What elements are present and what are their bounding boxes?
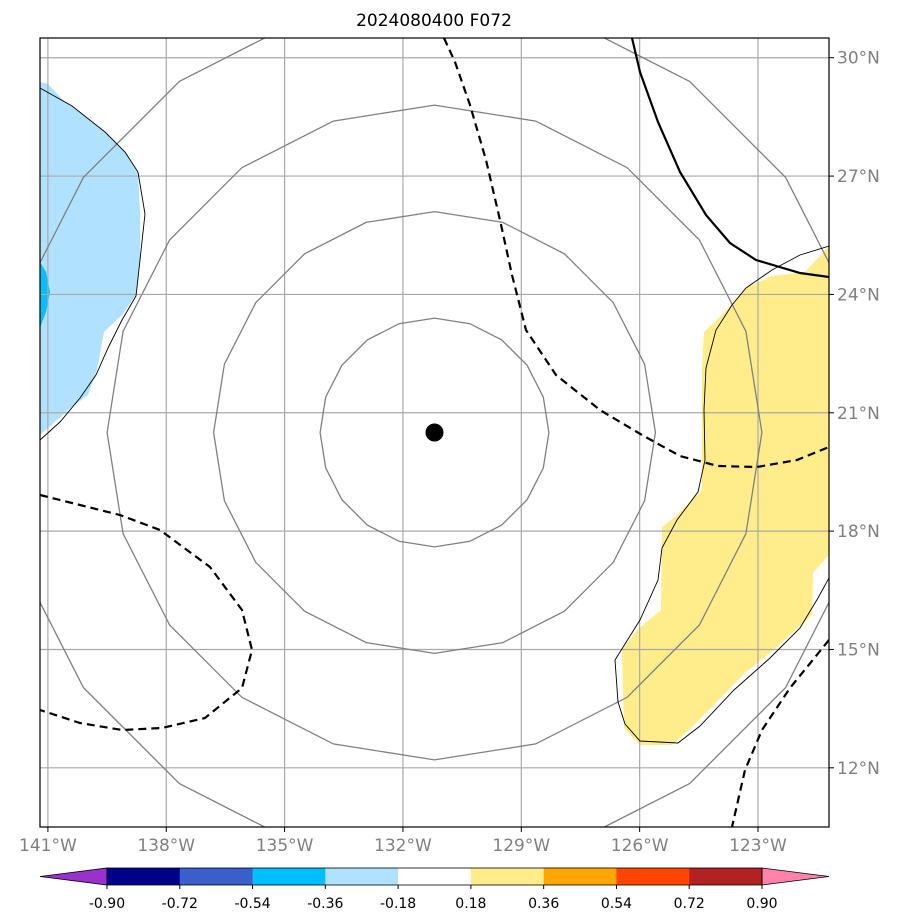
colorbar-tick-label: 0.90 xyxy=(746,896,777,912)
map-area xyxy=(40,38,829,827)
thin-contours xyxy=(40,87,829,744)
lon-tick-label: 138°W xyxy=(137,836,195,856)
colorbar-tick-label: -0.90 xyxy=(89,896,125,912)
colorbar-segment xyxy=(325,868,399,885)
storm-center-marker xyxy=(425,423,444,442)
range-ring xyxy=(212,210,657,655)
colorbar-segment xyxy=(470,868,545,885)
pressure-contours xyxy=(40,38,829,827)
colorbar-tick-label: 0.72 xyxy=(674,896,705,912)
lon-tick-label: 129°W xyxy=(492,836,550,856)
contour-west xyxy=(40,87,146,441)
lat-tick-label: 27°N xyxy=(837,167,880,187)
lat-tick-label: 15°N xyxy=(837,640,880,660)
lat-tick-label: 24°N xyxy=(837,285,880,305)
colorbar-tick-label: -0.18 xyxy=(380,896,416,912)
colorbar-segment xyxy=(107,868,181,885)
colorbar-tick-label: 0.36 xyxy=(528,896,559,912)
colorbar-segment xyxy=(689,868,763,885)
colorbar-segment xyxy=(179,868,253,885)
colorbar-extend-low xyxy=(39,867,108,886)
anomaly-fills xyxy=(40,82,829,745)
lat-tick-label: 12°N xyxy=(837,759,880,779)
colorbar-tick-label: -0.54 xyxy=(234,896,270,912)
dashed-contour-center xyxy=(443,38,829,469)
lat-tick-label: 21°N xyxy=(837,404,880,424)
lon-tick-label: 141°W xyxy=(19,836,77,856)
colorbar-segment xyxy=(616,868,690,885)
negative-anomaly-region xyxy=(40,82,140,435)
lon-tick-label: 123°W xyxy=(729,836,787,856)
map-frame xyxy=(39,37,830,828)
lat-tick-label: 30°N xyxy=(837,49,880,69)
range-ring xyxy=(106,104,763,761)
dashed-contours xyxy=(40,38,829,827)
lon-tick-label: 132°W xyxy=(374,836,432,856)
lon-tick-label: 135°W xyxy=(256,836,314,856)
solid-contour-northeast xyxy=(630,38,829,279)
colorbar-frame xyxy=(106,867,763,886)
range-ring xyxy=(319,317,550,548)
colorbar-tick-label: 0.18 xyxy=(455,896,486,912)
range-ring xyxy=(40,38,829,827)
latitude-labels: 30°N 27°N 24°N 21°N 18°N 15°N 12°N xyxy=(829,49,880,779)
longitude-labels: 141°W 138°W 135°W 132°W 129°W 126°W 123°W xyxy=(19,827,787,856)
colorbar-segment xyxy=(398,868,472,885)
dashed-contour-southeast xyxy=(730,639,829,827)
colorbar: -0.90 -0.72 -0.54 -0.36 -0.18 0.18 0.36 0.54 0.7… xyxy=(39,867,830,912)
colorbar-tick-label: -0.36 xyxy=(307,896,343,912)
colorbar-segment xyxy=(252,868,326,885)
colorbar-segment xyxy=(543,868,617,885)
map-title: 2024080400 F072 xyxy=(356,11,512,31)
lat-tick-label: 18°N xyxy=(837,522,880,542)
lon-tick-label: 126°W xyxy=(611,836,669,856)
dashed-contour-southwest xyxy=(40,493,254,732)
colorbar-tick-label: 0.54 xyxy=(601,896,632,912)
lat-lon-grid xyxy=(40,38,829,827)
contour-east xyxy=(614,245,829,744)
colorbar-extend-high xyxy=(761,867,830,886)
colorbar-tick-label: -0.72 xyxy=(162,896,198,912)
positive-anomaly-region xyxy=(622,246,829,745)
